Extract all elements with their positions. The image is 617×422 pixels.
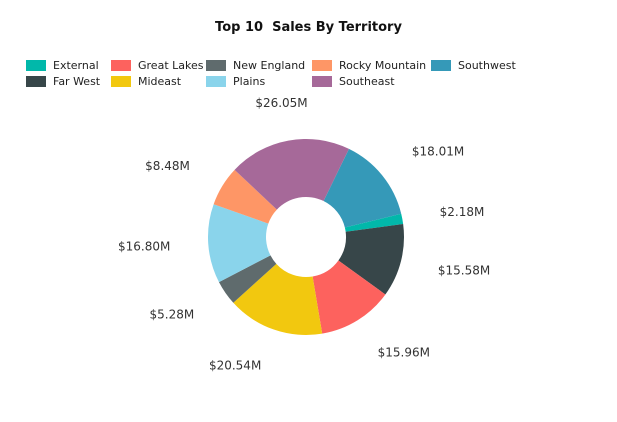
slice-data-label: $18.01M [412, 145, 464, 159]
legend-item[interactable]: New England [206, 57, 305, 73]
legend-swatch [312, 75, 332, 87]
slice-data-label: $5.28M [150, 308, 195, 322]
legend-item[interactable]: Rocky Mountain [312, 57, 426, 73]
legend-item[interactable]: Plains [206, 73, 265, 89]
pie-slice[interactable] [338, 224, 404, 295]
legend-label: Rocky Mountain [339, 58, 427, 72]
legend-label: Mideast [138, 74, 182, 88]
legend-swatch [206, 59, 226, 71]
slice-data-label: $8.48M [145, 159, 190, 173]
legend-swatch [431, 59, 451, 71]
pie-slice[interactable] [213, 169, 277, 224]
pie-slice[interactable] [323, 148, 402, 228]
legend-label: Southeast [339, 74, 395, 88]
slice-data-label: $15.96M [378, 346, 430, 360]
legend-label: Southwest [458, 58, 516, 72]
slice-data-label: $2.18M [440, 205, 485, 219]
legend: External Great Lakes New England Rocky Moun… [26, 57, 606, 91]
legend-swatch [111, 75, 131, 87]
slice-data-label: $16.80M [118, 239, 170, 253]
legend-swatch [312, 59, 332, 71]
chart-title: Top 10 Sales By Territory [215, 20, 402, 35]
legend-swatch [26, 59, 46, 71]
legend-item[interactable]: Mideast [111, 73, 181, 89]
slice-data-label: $15.58M [438, 263, 490, 277]
pie-slice[interactable] [208, 204, 271, 283]
legend-item[interactable]: Far West [26, 73, 100, 89]
legend-item[interactable]: Great Lakes [111, 57, 203, 73]
legend-item[interactable]: Southwest [431, 57, 516, 73]
pie-slice[interactable] [233, 263, 323, 335]
legend-item[interactable]: Southeast [312, 73, 395, 89]
legend-label: Far West [53, 74, 101, 88]
pie-slice[interactable] [312, 260, 386, 334]
legend-label: External [53, 58, 99, 72]
legend-label: Plains [233, 74, 266, 88]
legend-item[interactable]: External [26, 57, 99, 73]
pie-slice[interactable] [234, 139, 349, 210]
legend-swatch [26, 75, 46, 87]
pie-slice[interactable] [344, 213, 404, 232]
legend-label: Great Lakes [138, 58, 204, 72]
slice-data-label: $20.54M [209, 358, 261, 372]
slice-data-label: $26.05M [255, 96, 307, 110]
legend-label: New England [233, 58, 306, 72]
legend-swatch [111, 59, 131, 71]
pie-slice[interactable] [218, 255, 277, 303]
legend-swatch [206, 75, 226, 87]
